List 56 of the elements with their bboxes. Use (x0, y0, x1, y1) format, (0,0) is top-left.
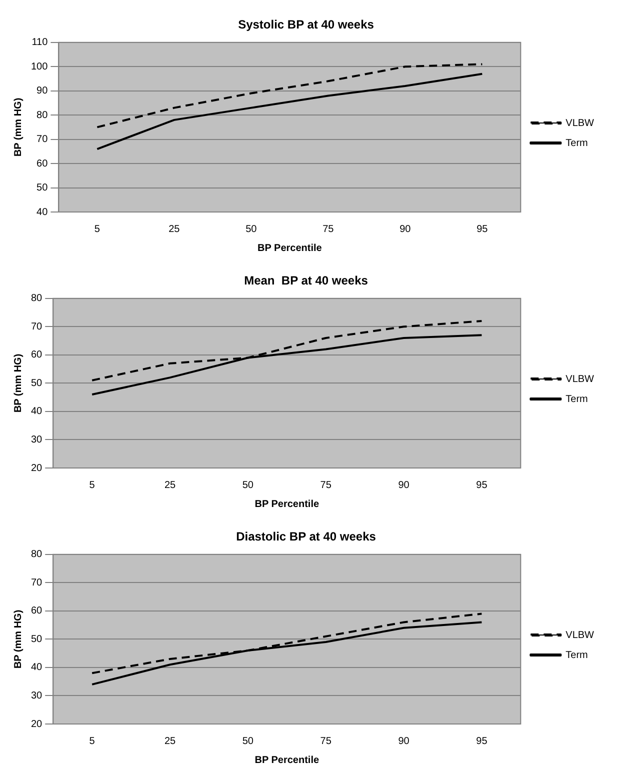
x-tick-label: 5 (89, 480, 96, 491)
y-axis-title: BP (mm HG) (12, 354, 24, 413)
y-tick-label: 20 (31, 718, 43, 730)
legend-label: VLBW (566, 118, 595, 129)
y-tick-label: 60 (36, 158, 48, 170)
x-tick-label: 75 (320, 480, 332, 491)
y-tick-label: 80 (36, 110, 48, 121)
x-tick-label: 25 (168, 224, 180, 235)
x-tick-label: 95 (476, 224, 488, 235)
x-axis-title: BP Percentile (254, 498, 320, 510)
x-tick-label: 5 (94, 224, 100, 235)
y-tick-label: 50 (31, 634, 43, 645)
x-tick-label: 50 (246, 224, 258, 235)
y-axis-title: BP (mm HG) (12, 610, 24, 669)
legend-label: VLBW (566, 374, 595, 385)
chart-title: Diastolic BP at 40 weeks (236, 530, 376, 544)
y-tick-label: 30 (31, 434, 43, 446)
y-tick-label: 80 (31, 293, 43, 304)
y-tick-label: 60 (31, 606, 43, 617)
x-tick-label: 75 (320, 736, 332, 747)
line-series (96, 63, 484, 128)
x-tick-label: 75 (322, 224, 334, 235)
y-tick-label: 50 (31, 378, 43, 389)
legend-label: Term (566, 138, 588, 149)
x-tick-label: 25 (164, 736, 176, 747)
x-tick-label: 90 (398, 736, 410, 747)
x-tick-label: 90 (398, 480, 410, 491)
x-tick-label: 5 (89, 736, 96, 747)
y-tick-label: 100 (30, 61, 48, 72)
y-tick-label: 40 (31, 406, 43, 418)
chart-title: Systolic BP at 40 weeks (238, 18, 374, 32)
y-tick-label: 70 (36, 134, 48, 146)
y-tick-label: 80 (31, 549, 43, 560)
x-axis-title: BP Percentile (258, 242, 322, 254)
y-tick-label: 40 (31, 662, 43, 674)
x-tick-label: 95 (476, 480, 488, 491)
x-tick-label: 50 (242, 480, 254, 491)
y-tick-label: 70 (31, 577, 43, 588)
legend-label: VLBW (566, 630, 595, 641)
y-tick-label: 60 (31, 350, 43, 361)
chart-title: Mean BP at 40 weeks (244, 274, 368, 288)
x-tick-label: 25 (164, 480, 176, 491)
y-tick-label: 20 (31, 462, 43, 474)
x-tick-label: 95 (476, 736, 488, 747)
x-axis-title: BP Percentile (254, 754, 320, 766)
y-tick-label: 90 (36, 86, 48, 97)
legend-label: Term (566, 650, 588, 661)
y-tick-label: 110 (32, 37, 48, 48)
y-tick-label: 30 (31, 690, 43, 702)
x-tick-label: 50 (242, 736, 254, 747)
x-tick-label: 90 (400, 224, 412, 235)
legend-label: Term (566, 394, 588, 405)
y-tick-label: 40 (36, 206, 48, 218)
y-axis-title: BP (mm HG) (12, 98, 24, 157)
y-tick-label: 50 (36, 182, 48, 194)
y-tick-label: 70 (31, 321, 43, 332)
